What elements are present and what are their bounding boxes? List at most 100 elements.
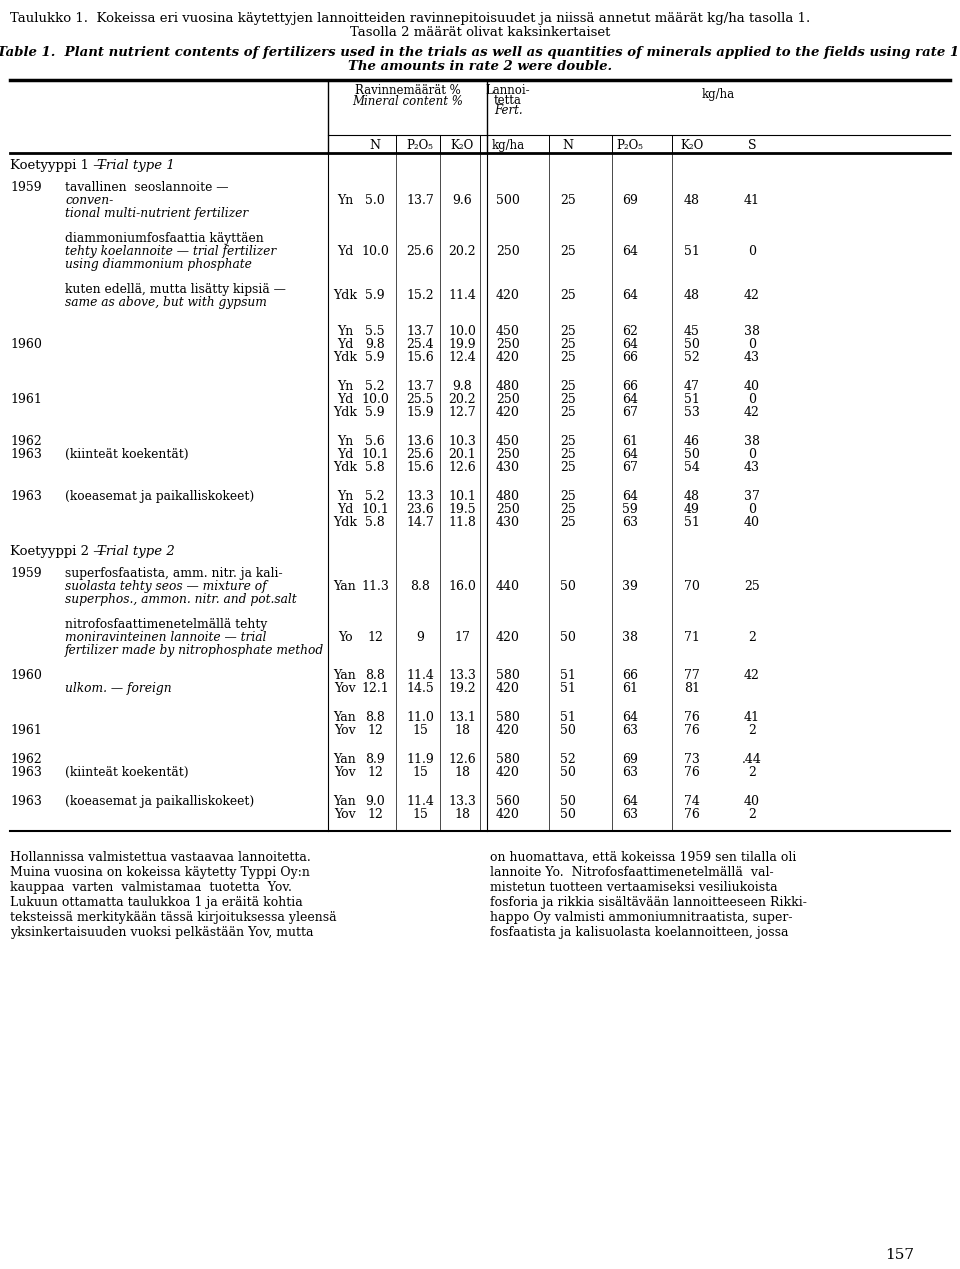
Text: 9.8: 9.8	[365, 338, 385, 352]
Text: tehty koelannoite — trial fertilizer: tehty koelannoite — trial fertilizer	[65, 245, 276, 258]
Text: Yn: Yn	[337, 490, 353, 503]
Text: 25.5: 25.5	[406, 393, 434, 406]
Text: 480: 480	[496, 379, 520, 393]
Text: 25: 25	[744, 580, 760, 593]
Text: kg/ha: kg/ha	[702, 88, 735, 102]
Text: 50: 50	[560, 725, 576, 737]
Text: 46: 46	[684, 435, 700, 448]
Text: mistetun tuotteen vertaamiseksi vesiliukoista: mistetun tuotteen vertaamiseksi vesiliuk…	[490, 881, 778, 893]
Text: 1960: 1960	[10, 338, 42, 352]
Text: 250: 250	[496, 245, 520, 258]
Text: 0: 0	[748, 448, 756, 461]
Text: 13.1: 13.1	[448, 711, 476, 725]
Text: Ydk: Ydk	[333, 289, 357, 302]
Text: 40: 40	[744, 379, 760, 393]
Text: 18: 18	[454, 766, 470, 779]
Text: 66: 66	[622, 379, 638, 393]
Text: teksteissä merkitykään tässä kirjoituksessa yleensä: teksteissä merkitykään tässä kirjoitukse…	[10, 911, 337, 924]
Text: 64: 64	[622, 245, 638, 258]
Text: 5.2: 5.2	[365, 379, 385, 393]
Text: 11.4: 11.4	[406, 669, 434, 681]
Text: Yd: Yd	[337, 338, 353, 352]
Text: 25: 25	[560, 379, 576, 393]
Text: 580: 580	[496, 711, 520, 725]
Text: 11.3: 11.3	[361, 580, 389, 593]
Text: N: N	[370, 140, 380, 152]
Text: 50: 50	[560, 631, 576, 643]
Text: 45: 45	[684, 325, 700, 338]
Text: 25: 25	[560, 338, 576, 352]
Text: 480: 480	[496, 490, 520, 503]
Text: 157: 157	[885, 1247, 915, 1261]
Text: 76: 76	[684, 766, 700, 779]
Text: (koeasemat ja paikalliskokeet): (koeasemat ja paikalliskokeet)	[65, 794, 254, 808]
Text: 250: 250	[496, 503, 520, 516]
Text: kuten edellä, mutta lisätty kipsiä —: kuten edellä, mutta lisätty kipsiä —	[65, 283, 286, 296]
Text: 52: 52	[684, 352, 700, 364]
Text: 1962: 1962	[10, 435, 41, 448]
Text: 580: 580	[496, 753, 520, 766]
Text: 43: 43	[744, 461, 760, 475]
Text: nitrofosfaattimenetelmällä tehty: nitrofosfaattimenetelmällä tehty	[65, 618, 267, 631]
Text: 50: 50	[684, 448, 700, 461]
Text: 14.5: 14.5	[406, 681, 434, 695]
Text: 70: 70	[684, 580, 700, 593]
Text: 64: 64	[622, 490, 638, 503]
Text: 1959: 1959	[10, 567, 41, 580]
Text: 12.6: 12.6	[448, 753, 476, 766]
Text: 51: 51	[560, 681, 576, 695]
Text: Tasolla 2 määrät olivat kaksinkertaiset: Tasolla 2 määrät olivat kaksinkertaiset	[349, 25, 611, 39]
Text: 9.0: 9.0	[365, 794, 385, 808]
Text: 420: 420	[496, 352, 520, 364]
Text: 0: 0	[748, 338, 756, 352]
Text: 1962: 1962	[10, 753, 41, 766]
Text: Ydk: Ydk	[333, 406, 357, 419]
Text: 12: 12	[367, 808, 383, 821]
Text: 54: 54	[684, 461, 700, 475]
Text: The amounts in rate 2 were double.: The amounts in rate 2 were double.	[348, 60, 612, 74]
Text: 1963: 1963	[10, 448, 42, 461]
Text: lannoite Yo.  Nitrofosfaattimenetelmällä  val-: lannoite Yo. Nitrofosfaattimenetelmällä …	[490, 865, 774, 879]
Text: Yd: Yd	[337, 448, 353, 461]
Text: 13.3: 13.3	[406, 490, 434, 503]
Text: Yd: Yd	[337, 393, 353, 406]
Text: 25: 25	[560, 289, 576, 302]
Text: 5.6: 5.6	[365, 435, 385, 448]
Text: 25.6: 25.6	[406, 245, 434, 258]
Text: 14.7: 14.7	[406, 516, 434, 529]
Text: 1961: 1961	[10, 725, 42, 737]
Text: 25: 25	[560, 393, 576, 406]
Text: 66: 66	[622, 669, 638, 681]
Text: 250: 250	[496, 448, 520, 461]
Text: 420: 420	[496, 808, 520, 821]
Text: kg/ha: kg/ha	[492, 140, 524, 152]
Text: 8.8: 8.8	[410, 580, 430, 593]
Text: 20.2: 20.2	[448, 393, 476, 406]
Text: 19.2: 19.2	[448, 681, 476, 695]
Text: 11.8: 11.8	[448, 516, 476, 529]
Text: Yov: Yov	[334, 766, 356, 779]
Text: 61: 61	[622, 435, 638, 448]
Text: 9: 9	[416, 631, 424, 643]
Text: Yo: Yo	[338, 631, 352, 643]
Text: 25: 25	[560, 461, 576, 475]
Text: 15.2: 15.2	[406, 289, 434, 302]
Text: Yov: Yov	[334, 681, 356, 695]
Text: fosfaatista ja kalisuolasta koelannoitteen, jossa: fosfaatista ja kalisuolasta koelannoitte…	[490, 926, 788, 939]
Text: 64: 64	[622, 711, 638, 725]
Text: 15: 15	[412, 725, 428, 737]
Text: 42: 42	[744, 669, 760, 681]
Text: 10.3: 10.3	[448, 435, 476, 448]
Text: 42: 42	[744, 406, 760, 419]
Text: Yd: Yd	[337, 245, 353, 258]
Text: 5.5: 5.5	[365, 325, 385, 338]
Text: 13.7: 13.7	[406, 194, 434, 207]
Text: 440: 440	[496, 580, 520, 593]
Text: Table 1.  Plant nutrient contents of fertilizers used in the trials as well as q: Table 1. Plant nutrient contents of fert…	[0, 46, 960, 58]
Text: 12.7: 12.7	[448, 406, 476, 419]
Text: on huomattava, että kokeissa 1959 sen tilalla oli: on huomattava, että kokeissa 1959 sen ti…	[490, 851, 797, 864]
Text: 10.1: 10.1	[361, 503, 389, 516]
Text: 63: 63	[622, 766, 638, 779]
Text: 8.8: 8.8	[365, 711, 385, 725]
Text: 500: 500	[496, 194, 520, 207]
